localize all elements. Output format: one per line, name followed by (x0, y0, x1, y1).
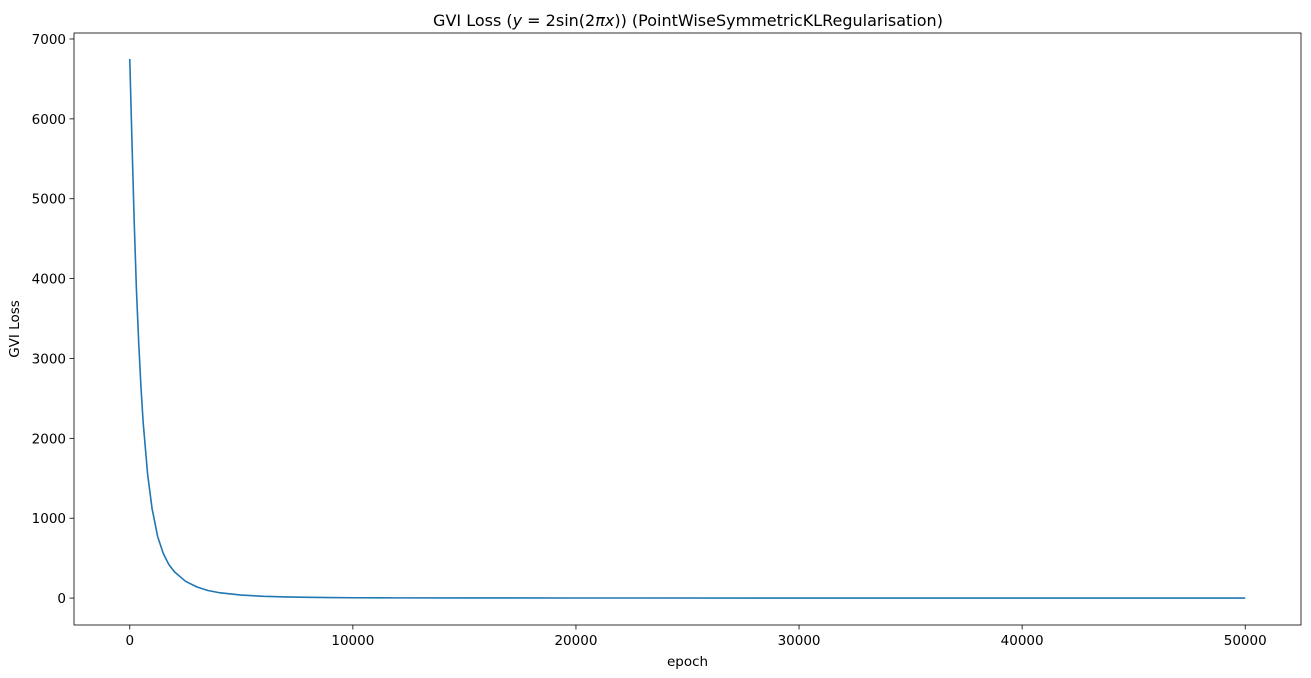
x-tick-label: 0 (125, 633, 134, 649)
y-axis-label: GVI Loss (7, 300, 23, 358)
series-line-gvi-loss (130, 59, 1245, 598)
y-tick-label: 6000 (32, 112, 66, 128)
title-math-y: y (512, 11, 523, 30)
tick-layer: 0 10000 20000 30000 40000 50000 0 1000 2000 3000 4… (32, 32, 1267, 649)
title-suffix: ) (PointWiseSymmetricKLRegularisation) (621, 11, 943, 30)
x-axis-label: epoch (667, 654, 708, 670)
x-tick-label: 40000 (1001, 633, 1044, 649)
x-tick-label: 10000 (331, 633, 374, 649)
title-math-x: x (604, 11, 615, 30)
y-tick-label: 3000 (32, 351, 66, 367)
x-tick-label: 20000 (554, 633, 597, 649)
chart-title: GVI Loss (y = 2sin(2πx)) (PointWiseSymme… (433, 11, 943, 30)
y-tick-label: 4000 (32, 272, 66, 288)
plot-area-frame (74, 33, 1301, 625)
x-tick-label: 30000 (778, 633, 821, 649)
y-tick-label: 1000 (32, 511, 66, 527)
y-tick-label: 2000 (32, 431, 66, 447)
x-tick-label: 50000 (1224, 633, 1267, 649)
title-prefix: GVI Loss ( (433, 11, 513, 30)
y-tick-label: 5000 (32, 192, 66, 208)
title-math-pi: π (595, 11, 605, 30)
y-tick-label: 0 (57, 591, 66, 607)
title-math-eq: = 2sin(2 (522, 11, 595, 30)
y-tick-label: 7000 (32, 32, 66, 48)
